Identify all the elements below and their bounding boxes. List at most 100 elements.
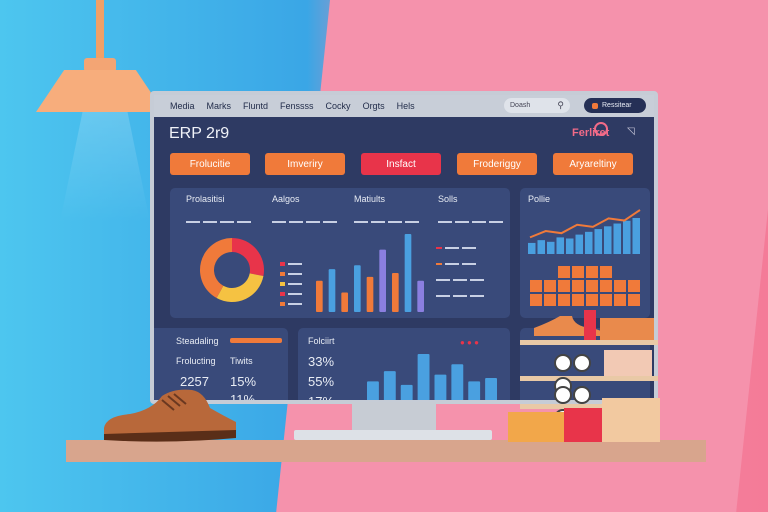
shelf-balls xyxy=(554,354,604,395)
progress-bar xyxy=(230,338,282,343)
chart-bar xyxy=(354,265,361,312)
account-button[interactable]: Ressitear xyxy=(584,98,646,113)
nav-item[interactable]: Fluntd xyxy=(243,101,269,111)
chart-bar xyxy=(417,354,430,400)
chart-bar xyxy=(613,223,621,254)
grid-block xyxy=(586,294,598,306)
grid-block xyxy=(558,294,570,306)
shelf xyxy=(520,404,658,409)
chart-bar xyxy=(392,273,399,312)
legend-swatch xyxy=(280,272,285,276)
cardboard-box xyxy=(602,398,660,442)
donut-slice xyxy=(199,238,232,299)
shelf xyxy=(520,376,658,381)
metric-value: 2257 xyxy=(180,374,209,389)
shelf-box xyxy=(584,310,596,340)
overview-header: Matiults xyxy=(354,194,386,204)
metric-value: 11% xyxy=(230,392,256,404)
nav-item[interactable]: Hels xyxy=(396,101,415,111)
grid-block xyxy=(628,294,640,306)
column-label: Tiwits xyxy=(230,356,253,366)
grid-block xyxy=(558,266,570,278)
grid-block xyxy=(586,280,598,292)
chart-bar xyxy=(566,238,574,254)
search-input[interactable]: Doash ⚲ xyxy=(504,98,570,113)
legend-swatch xyxy=(280,262,285,266)
lamp-cap xyxy=(84,58,116,72)
placeholder-lines xyxy=(354,210,422,223)
legend-swatch xyxy=(280,302,285,306)
legend-line xyxy=(436,268,487,281)
donut-slice xyxy=(216,273,264,302)
chart-bar xyxy=(537,240,545,254)
shoe-icon xyxy=(104,389,236,442)
legend-line xyxy=(288,303,302,305)
legend-line xyxy=(288,283,302,285)
lamp-rod xyxy=(96,0,104,62)
trend-line xyxy=(529,209,641,239)
chart-bar xyxy=(575,234,583,254)
chart-bar xyxy=(585,231,593,254)
card-title: Folciirt xyxy=(308,336,335,346)
stat-value: 55% xyxy=(308,374,335,389)
grid-block xyxy=(558,280,570,292)
donut-slice xyxy=(232,238,264,276)
shelf-box xyxy=(604,350,652,376)
overview-header: Solls xyxy=(438,194,458,204)
grid-block xyxy=(600,266,612,278)
chart-bar xyxy=(485,378,497,400)
shelf-box xyxy=(600,318,654,340)
dots-indicator: ● ● ● xyxy=(460,338,479,347)
account-icon xyxy=(592,102,598,109)
side-chart-title: Pollie xyxy=(528,194,551,204)
legend-line xyxy=(288,273,302,275)
nav-item[interactable]: Fenssss xyxy=(280,101,314,111)
tab-froderiggy[interactable]: Froderiggy xyxy=(457,153,537,175)
tab-inventory[interactable]: Imveriry xyxy=(265,153,345,175)
chart-bar xyxy=(383,371,396,400)
shelf-balls xyxy=(554,386,604,427)
legend-line xyxy=(436,252,487,265)
chart-bar xyxy=(556,237,564,254)
chart-bar xyxy=(623,220,631,254)
shelf-box xyxy=(564,408,602,442)
chart-bar xyxy=(604,226,612,254)
overview-header: Prolasitisi xyxy=(186,194,225,204)
logo-icon xyxy=(594,122,608,136)
placeholder-lines xyxy=(272,210,340,223)
column-label: Frolucting xyxy=(176,356,216,366)
notification-icon[interactable]: ◹ xyxy=(627,126,635,137)
shelf-shoe-icon xyxy=(534,316,606,336)
lamp-shade xyxy=(36,70,164,112)
stocking-card: Steadaling Frolucting Tiwits 2257 15% 11… xyxy=(154,328,288,404)
chart-bar xyxy=(468,381,481,400)
search-icon: ⚲ xyxy=(557,100,564,110)
chart-bar xyxy=(400,384,413,400)
chart-bar xyxy=(366,276,374,312)
tab-aryareltiny[interactable]: Aryareltiny xyxy=(553,153,633,175)
forecast-card: Folciirt ● ● ● 33% 55% 17% xyxy=(298,328,510,400)
chart-bar xyxy=(594,229,602,254)
chart-bar xyxy=(316,280,323,312)
nav-item[interactable]: Cocky xyxy=(325,101,351,111)
nav-item[interactable]: Marks xyxy=(206,101,232,111)
grid-block xyxy=(572,280,584,292)
tab-insfact[interactable]: Insfact xyxy=(361,153,441,175)
chart-bar xyxy=(417,280,424,312)
chart-bar xyxy=(328,269,336,312)
grid-block xyxy=(572,266,584,278)
tab-production[interactable]: Frolucitie xyxy=(170,153,250,175)
chart-bar xyxy=(367,381,379,400)
grid-block xyxy=(614,294,626,306)
nav-item[interactable]: Orgts xyxy=(362,101,385,111)
shelf xyxy=(520,340,658,345)
nav-item[interactable]: Media xyxy=(170,101,195,111)
chart-bar xyxy=(434,374,447,400)
side-chart-card: Pollie xyxy=(520,188,650,318)
desk xyxy=(66,440,706,462)
bar-chart xyxy=(367,354,497,400)
overview-card: Prolasitisi Aalgos Matiults Solls xyxy=(170,188,510,318)
legend-line xyxy=(288,263,302,265)
legend-line xyxy=(436,236,487,249)
grid-block xyxy=(586,266,598,278)
